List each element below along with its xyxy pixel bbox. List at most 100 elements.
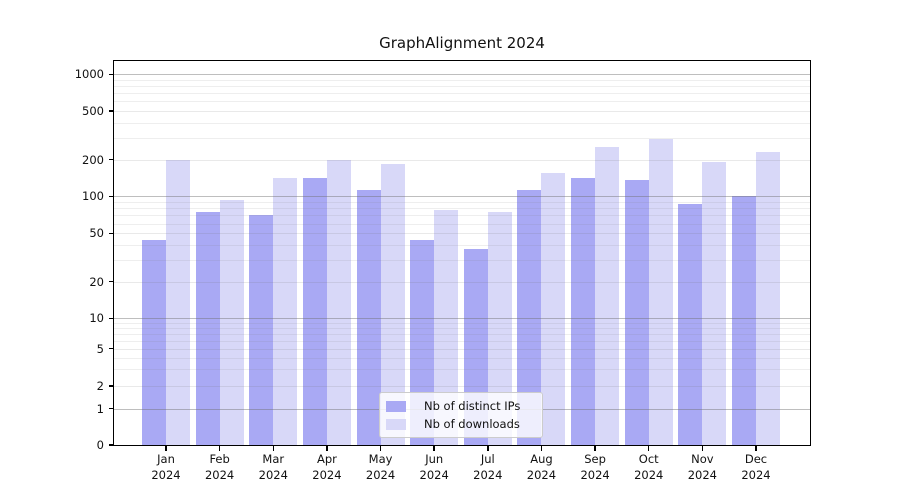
minor-gridline — [114, 245, 810, 247]
minor-gridline — [114, 201, 810, 203]
x-tick-mark — [647, 446, 650, 451]
legend-swatch-downloads — [386, 418, 406, 430]
bar-oct-downloads — [648, 138, 673, 445]
minor-gridline — [114, 223, 810, 225]
x-tick-year: 2024 — [634, 468, 664, 482]
y-tick-label: 1 — [96, 401, 104, 416]
x-tick-year: 2024 — [365, 468, 396, 482]
gridline — [114, 110, 810, 112]
chart-title: GraphAlignment 2024 — [379, 34, 545, 52]
x-tick-year: 2024 — [151, 468, 181, 482]
minor-gridline — [114, 208, 810, 210]
x-tick-label-dec: Dec 2024 — [716, 451, 796, 483]
x-tick-label-oct: Oct 2024 — [609, 451, 689, 483]
bar-dec-distinct-ips — [731, 196, 756, 445]
bar-mar-distinct-ips — [249, 215, 274, 445]
x-tick-label-jun: Jun 2024 — [394, 451, 474, 483]
y-tick-mark — [108, 280, 114, 283]
bar-jan-downloads — [166, 160, 190, 445]
x-tick-mark — [487, 446, 489, 451]
y-tick-mark — [108, 73, 114, 76]
bar-dec-downloads — [755, 152, 780, 445]
legend-swatch-distinct-ips — [386, 400, 406, 412]
legend-row: Nb of distinct IPs — [386, 397, 534, 415]
gridline — [114, 348, 810, 350]
x-tick-year: 2024 — [473, 468, 503, 482]
legend: Nb of distinct IPs Nb of downloads — [379, 392, 543, 438]
minor-gridline — [114, 333, 810, 335]
y-tick-label: 2 — [96, 379, 104, 393]
bar-feb-distinct-ips — [195, 211, 220, 445]
x-tick-year: 2024 — [258, 468, 288, 482]
x-tick-label-jul: Jul 2024 — [448, 451, 528, 483]
minor-gridline — [114, 86, 810, 88]
x-tick-mark — [326, 446, 328, 451]
y-tick-label: 10 — [89, 311, 104, 326]
plot-area — [114, 61, 810, 445]
x-tick-year: 2024 — [204, 468, 235, 482]
y-tick-label: 500 — [82, 103, 104, 118]
gridline — [114, 159, 810, 161]
x-tick-year: 2024 — [312, 468, 342, 482]
minor-gridline — [114, 138, 810, 139]
minor-gridline — [114, 93, 810, 95]
bar-nov-downloads — [702, 162, 727, 445]
legend-label-downloads: Nb of downloads — [424, 417, 520, 431]
legend-row: Nb of downloads — [386, 415, 534, 433]
x-tick-year: 2024 — [687, 468, 717, 482]
x-tick-label-apr: Apr 2024 — [287, 451, 367, 483]
minor-gridline — [114, 215, 810, 217]
major-gridline — [114, 318, 810, 320]
minor-gridline — [114, 322, 810, 324]
x-tick-mark — [218, 446, 221, 451]
x-tick-mark — [755, 446, 757, 451]
y-tick-mark — [108, 317, 114, 320]
bar-aug-downloads — [541, 173, 566, 445]
bar-nov-distinct-ips — [678, 204, 703, 445]
bar-jan-distinct-ips — [142, 240, 166, 445]
x-tick-mark — [165, 446, 167, 451]
bar-sep-downloads — [595, 146, 620, 445]
gridline — [114, 386, 810, 387]
x-tick-year: 2024 — [580, 468, 610, 482]
y-tick-label: 200 — [82, 152, 104, 167]
x-tick-year: 2024 — [526, 468, 557, 482]
y-tick-mark — [108, 444, 114, 446]
x-tick-label-jan: Jan 2024 — [126, 451, 206, 483]
minor-gridline — [114, 79, 810, 81]
bar-may-distinct-ips — [356, 190, 381, 445]
y-tick-mark — [108, 232, 114, 235]
y-tick-label: 1000 — [74, 67, 104, 82]
x-tick-label-may: May 2024 — [341, 451, 421, 483]
x-tick-mark — [433, 446, 435, 451]
y-tick-mark — [108, 195, 114, 198]
bar-sep-distinct-ips — [571, 178, 596, 445]
minor-gridline — [114, 122, 810, 124]
minor-gridline — [114, 369, 810, 371]
y-tick-label: 5 — [96, 341, 104, 356]
y-tick-mark — [108, 385, 114, 387]
x-tick-mark — [594, 446, 596, 451]
minor-gridline — [114, 328, 810, 330]
bar-mar-downloads — [273, 178, 298, 445]
y-tick-mark — [108, 110, 114, 112]
y-tick-label: 0 — [96, 438, 104, 452]
major-gridline — [114, 196, 810, 198]
legend-label-distinct-ips: Nb of distinct IPs — [424, 399, 521, 413]
gridline — [114, 281, 810, 283]
y-tick-mark — [108, 407, 114, 410]
x-tick-label-feb: Feb 2024 — [180, 451, 260, 483]
gridline — [114, 233, 810, 235]
bar-apr-downloads — [326, 160, 351, 445]
x-tick-mark — [540, 446, 543, 451]
minor-gridline — [114, 340, 810, 342]
minor-gridline — [114, 101, 810, 103]
x-tick-label-aug: Aug 2024 — [501, 451, 581, 483]
x-tick-mark — [379, 446, 382, 451]
x-tick-label-mar: Mar 2024 — [233, 451, 313, 483]
y-tick-label: 100 — [82, 189, 104, 204]
y-tick-mark — [108, 347, 114, 350]
y-tick-mark — [108, 158, 114, 161]
x-tick-year: 2024 — [419, 468, 449, 482]
minor-gridline — [114, 357, 810, 359]
